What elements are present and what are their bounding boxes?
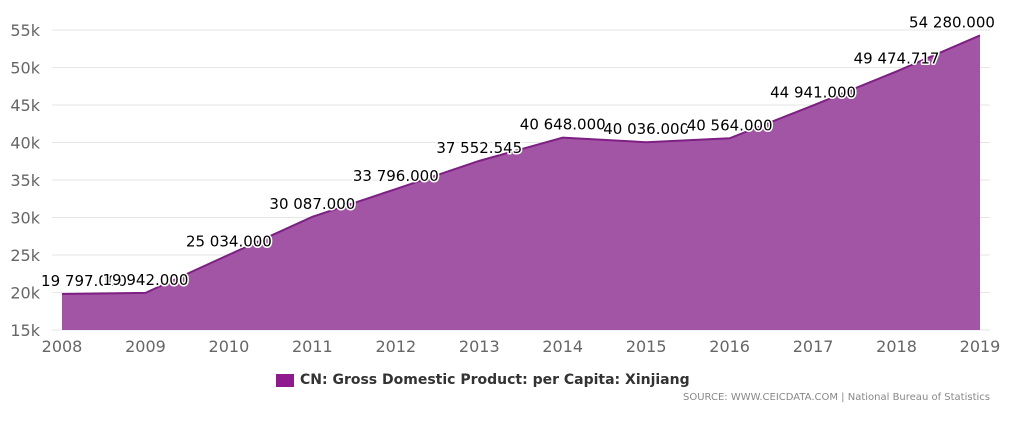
y-tick-label: 30k	[10, 209, 40, 228]
data-label: 25 034.000	[186, 233, 272, 251]
y-tick-label: 50k	[10, 59, 40, 78]
data-label: 40 036.000	[603, 120, 689, 138]
data-label: 40 648.000	[520, 116, 606, 134]
y-tick-label: 25k	[10, 246, 40, 265]
x-tick-label: 2017	[793, 337, 834, 356]
area-series	[61, 34, 981, 331]
legend[interactable]: CN: Gross Domestic Product: per Capita: …	[276, 372, 690, 388]
data-label: 49 474.717	[854, 49, 940, 67]
data-label: 33 796.000	[353, 167, 439, 185]
x-tick-label: 2011	[292, 337, 333, 356]
data-label: 30 087.000	[269, 195, 355, 213]
x-tick-label: 2016	[709, 337, 750, 356]
x-tick-label: 2008	[42, 337, 83, 356]
y-axis: 15k 20k 25k 30k 35k 40k 45k 50k 55k	[10, 21, 40, 340]
y-tick-label: 55k	[10, 21, 40, 40]
series-line	[61, 34, 981, 296]
y-tick-label: 15k	[10, 321, 40, 340]
x-tick-label: 2019	[960, 337, 1001, 356]
x-tick-label: 2014	[542, 337, 583, 356]
y-tick-label: 20k	[10, 284, 40, 303]
x-tick-label: 2013	[459, 337, 500, 356]
data-label: 19 942.000	[103, 271, 189, 289]
legend-label: CN: Gross Domestic Product: per Capita: …	[300, 372, 690, 388]
y-tick-label: 45k	[10, 96, 40, 115]
data-label: 44 941.000	[770, 83, 856, 101]
legend-swatch	[276, 373, 294, 387]
x-tick-label: 2018	[876, 337, 917, 356]
x-tick-label: 2009	[125, 337, 166, 356]
x-tick-label: 2010	[209, 337, 250, 356]
data-label: 40 564.000	[687, 116, 773, 134]
x-axis: 2008 2009 2010 2011 2012 2013 2014 2015 2016 2017…	[42, 337, 1001, 356]
source-note: SOURCE: WWW.CEICDATA.COM | National Bure…	[682, 392, 990, 403]
data-label: 19 797.000	[41, 272, 127, 290]
data-label: 54 280.000	[909, 13, 995, 31]
area-fill	[62, 35, 980, 331]
data-label: 37 552.545	[436, 139, 522, 157]
x-tick-label: 2012	[375, 337, 416, 356]
x-tick-label: 2015	[626, 337, 667, 356]
y-tick-label: 40k	[10, 134, 40, 153]
y-tick-label: 35k	[10, 171, 40, 190]
